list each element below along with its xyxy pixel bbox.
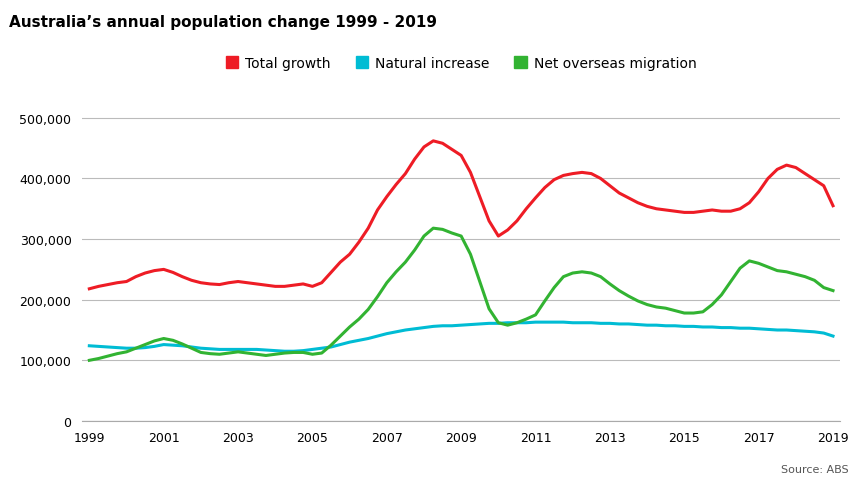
Natural increase (827, 333, 837, 339)
Net overseas migration (734, 266, 745, 272)
Natural increase (502, 320, 512, 326)
Net overseas migration (697, 309, 707, 315)
Text: Source: ABS: Source: ABS (781, 464, 848, 474)
Total growth (84, 287, 95, 292)
Legend: Total growth, Natural increase, Net overseas migration: Total growth, Natural increase, Net over… (226, 57, 696, 71)
Natural increase (743, 326, 753, 332)
Net overseas migration (762, 264, 772, 270)
Total growth (502, 227, 512, 233)
Total growth (762, 176, 772, 182)
Line: Net overseas migration: Net overseas migration (90, 229, 832, 361)
Total growth (734, 207, 745, 212)
Natural increase (771, 328, 782, 333)
Total growth (558, 173, 568, 179)
Net overseas migration (558, 274, 568, 280)
Natural increase (84, 343, 95, 349)
Natural increase (567, 320, 577, 326)
Natural increase (650, 323, 660, 329)
Text: Australia’s annual population change 1999 - 2019: Australia’s annual population change 199… (9, 15, 437, 30)
Total growth (827, 203, 837, 209)
Net overseas migration (827, 288, 837, 294)
Total growth (697, 209, 707, 215)
Net overseas migration (428, 226, 438, 232)
Total growth (428, 138, 438, 144)
Net overseas migration (84, 358, 95, 363)
Natural increase (530, 319, 540, 325)
Line: Natural increase: Natural increase (90, 322, 832, 351)
Total growth (641, 204, 652, 210)
Natural increase (279, 348, 289, 354)
Net overseas migration (502, 323, 512, 329)
Natural increase (706, 324, 716, 330)
Line: Total growth: Total growth (90, 141, 832, 289)
Net overseas migration (641, 302, 652, 308)
